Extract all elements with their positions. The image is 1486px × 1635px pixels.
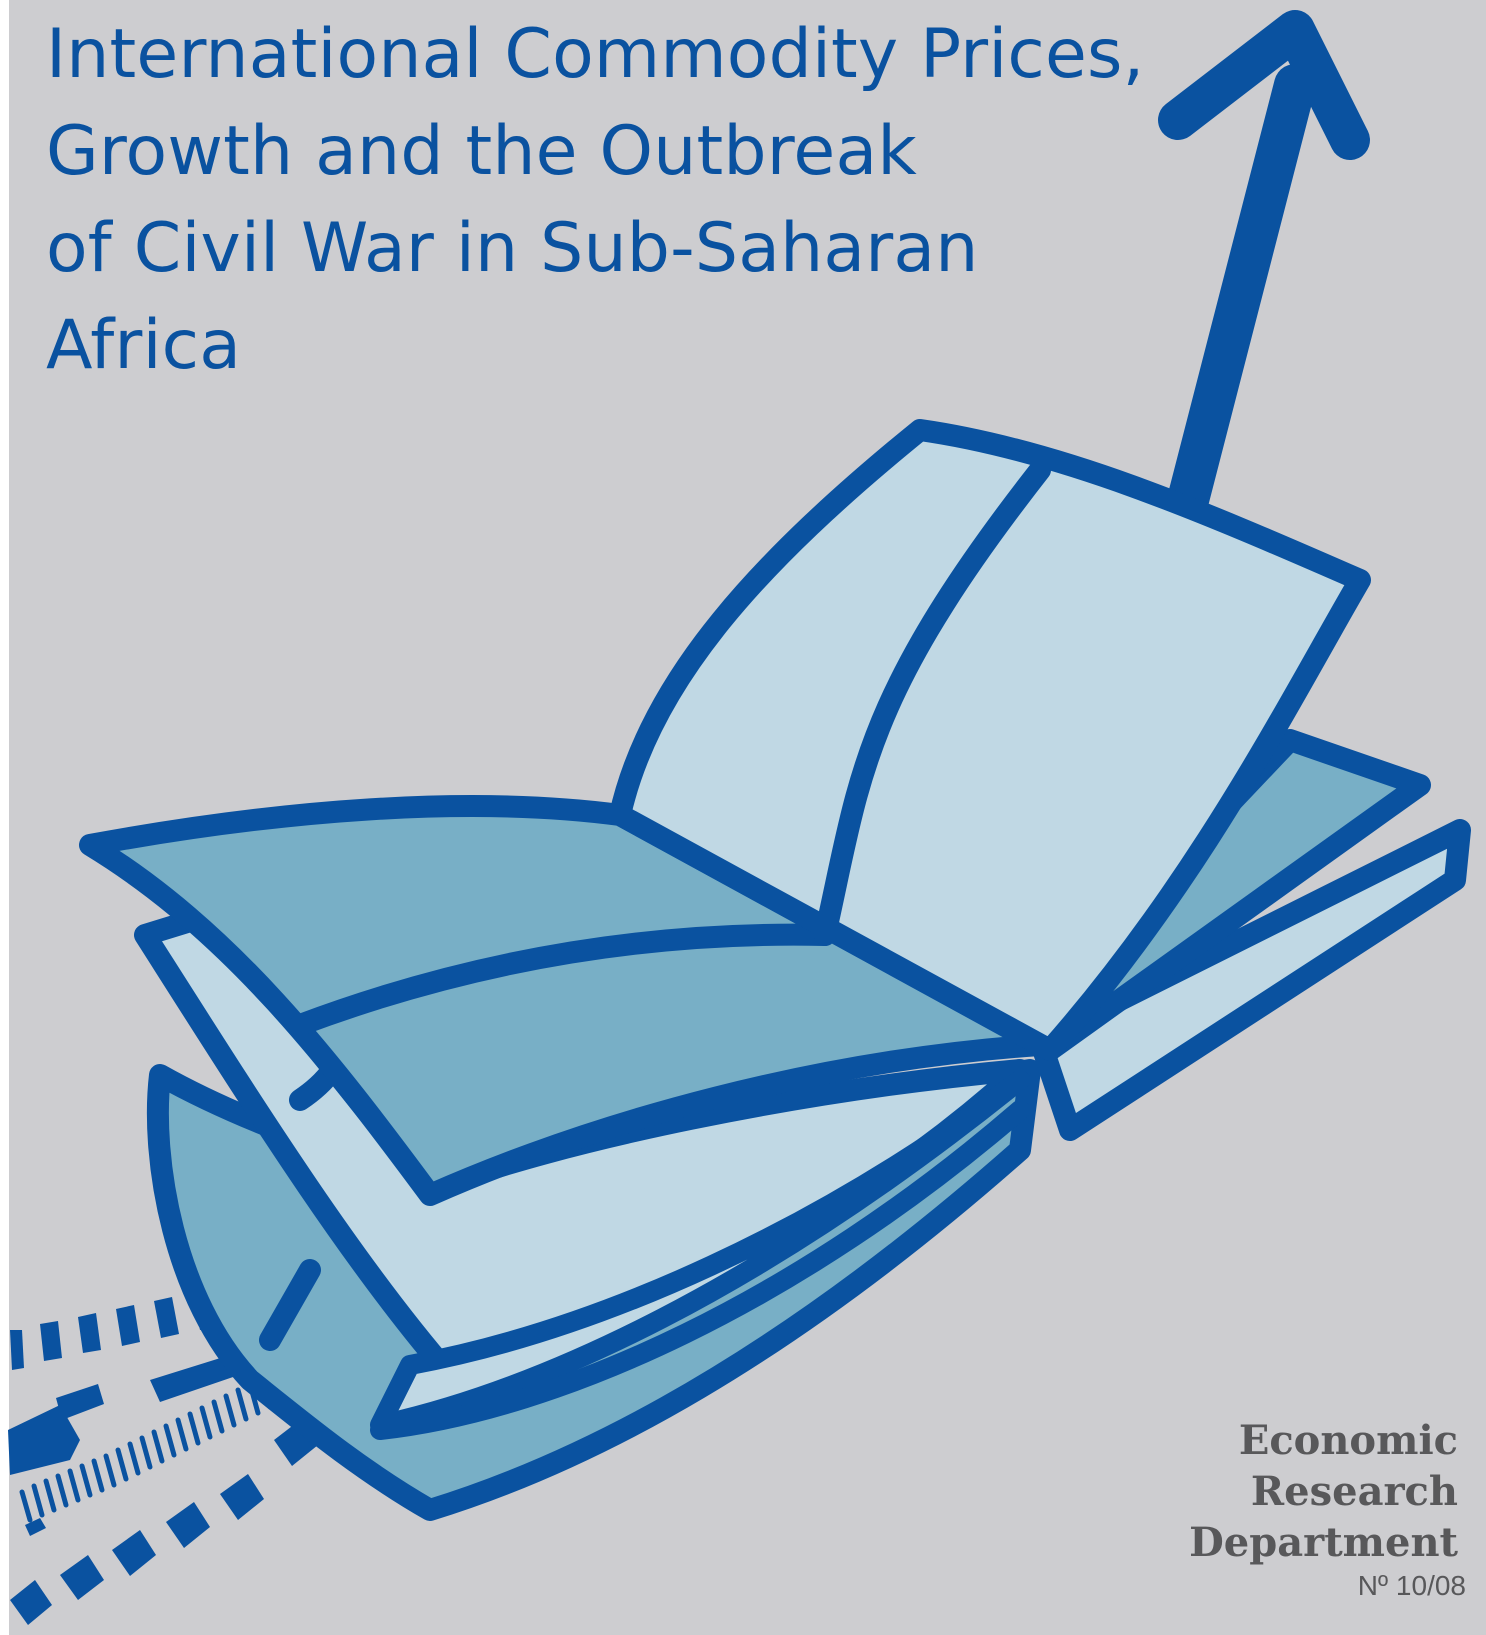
title-line: Growth and the Outbreak: [46, 112, 917, 191]
publisher-line: Research: [1250, 1468, 1458, 1515]
publisher-line: Department: [1189, 1519, 1458, 1566]
publisher-name: Economic Research Department: [1189, 1415, 1458, 1568]
issue-number: Nº 10/08: [1357, 1570, 1466, 1601]
report-title: International Commodity Prices, Growth a…: [46, 6, 1166, 394]
title-line: International Commodity Prices,: [46, 15, 1145, 94]
title-line: of Civil War in Sub-Saharan: [46, 209, 979, 288]
publisher-line: Economic: [1238, 1417, 1458, 1464]
title-line: Africa: [46, 306, 242, 385]
rising-arrow-icon: [1158, 10, 1370, 521]
left-edge-strip: [0, 0, 9, 1635]
